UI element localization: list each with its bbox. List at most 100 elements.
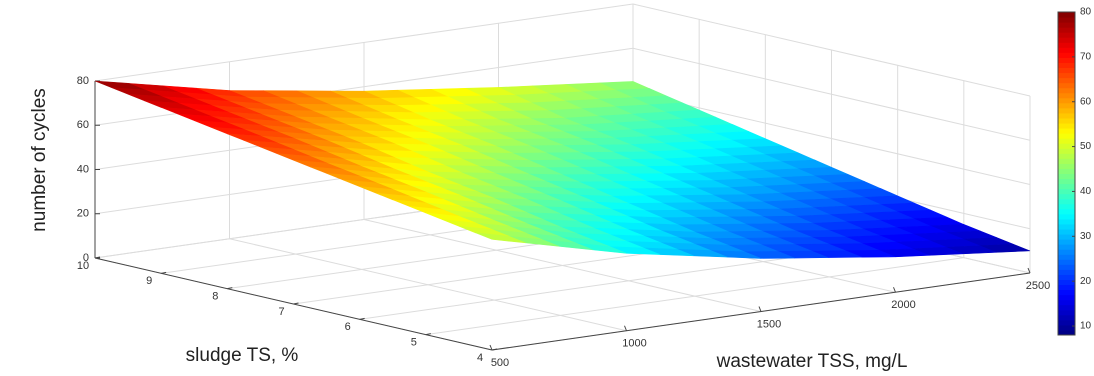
colorbar-cell [1058,97,1075,104]
colorbar-cell [1058,309,1075,316]
colorbar-cell [1058,57,1075,63]
y-tick [293,302,299,305]
y-tick [161,271,167,274]
x-tick [489,344,493,351]
colorbar-cell [1058,62,1075,69]
y-tick-label: 7 [278,306,284,318]
x-axis-title: wastewater TSS, mg/L [716,351,908,372]
colorbar-tick-label: 40 [1080,186,1092,197]
colorbar-cell [1058,299,1075,306]
colorbar-cell [1058,234,1075,240]
colorbar-cell [1058,188,1075,195]
x-tick-label: 1500 [757,318,781,330]
y-tick-label: 8 [212,291,218,303]
colorbar-cell [1058,112,1075,119]
surface-patch [475,232,526,244]
colorbar-cell [1058,107,1075,114]
grid-line [425,257,964,336]
colorbar-cell [1058,148,1075,154]
colorbar-cell [1058,319,1075,326]
colorbar-cell [1058,284,1075,291]
colorbar-cell [1058,87,1075,94]
colorbar-cell [1058,183,1075,190]
colorbar-cell [1058,274,1075,280]
colorbar-cell [1058,294,1075,301]
y-tick-label: 6 [345,321,351,333]
colorbar-cell [1058,163,1075,169]
colorbar-cell [1058,22,1075,28]
colorbar-tick-label: 50 [1080,141,1092,152]
y-axis-title: sludge TS, % [186,345,299,366]
colorbar-cell [1058,239,1075,245]
x-tick [1027,267,1031,274]
z-tick-label: 60 [77,119,89,131]
x-tick [893,287,896,293]
y-tick-label: 5 [411,337,417,349]
z-tick-label: 0 [83,252,89,264]
colorbar-cell [1058,128,1075,134]
colorbar-cell [1058,37,1075,43]
colorbar-cell [1058,218,1075,225]
colorbar-cell [1058,254,1075,260]
z-tick-label: 40 [77,163,89,175]
colorbar-tick-label: 60 [1080,96,1092,107]
colorbar-cell [1058,173,1075,180]
x-tick-label: 2500 [1026,280,1050,292]
colorbar-cell [1058,244,1075,250]
y-tick [491,348,498,351]
colorbar-cell [1058,213,1075,220]
colorbar-cell [1058,178,1075,185]
y-tick [227,287,233,290]
colorbar-cell [1058,279,1075,286]
y-tick-label: 9 [146,275,152,287]
colorbar-cell [1058,158,1075,164]
colorbar-cell [1058,117,1075,124]
colorbar-tick-label: 30 [1080,231,1092,242]
colorbar-cell [1058,208,1075,215]
y-tick [359,317,365,320]
colorbar-cell [1058,264,1075,270]
colorbar-tick-label: 70 [1080,52,1092,63]
colorbar-cell [1058,77,1075,84]
y-tick [425,333,431,336]
colorbar-cell [1058,52,1075,58]
y-tick [94,256,101,259]
colorbar-tick-label: 20 [1080,276,1092,287]
colorbar-cell [1058,304,1075,311]
colorbar-cell [1058,143,1075,149]
colorbar-tick-label: 10 [1080,321,1092,332]
colorbar-cell [1058,138,1075,144]
z-tick-label: 80 [77,75,89,87]
colorbar-cell [1058,324,1075,331]
colorbar-cell [1058,259,1075,265]
colorbar-cell [1058,27,1075,33]
x-tick-label: 500 [491,357,509,369]
colorbar-frame [1057,11,1076,336]
colorbar-cell [1058,47,1075,53]
colorbar-cell [1058,67,1075,74]
colorbar-cell [1058,32,1075,38]
z-tick-label: 20 [77,208,89,220]
colorbar-cell [1058,229,1075,235]
colorbar-cell [1058,193,1075,200]
colorbar-cell [1058,314,1075,321]
colorbar-cell [1058,123,1075,129]
x-tick-label: 1000 [622,338,646,350]
colorbar-cell [1058,203,1075,210]
colorbar-cell [1058,289,1075,296]
x-tick [624,325,627,331]
colorbar-cell [1058,168,1075,174]
colorbar-cell [1058,223,1075,230]
colorbar-cell [1058,42,1075,48]
colorbar-cell [1058,198,1075,205]
colorbar-cell [1058,102,1075,109]
colorbar-cell [1058,269,1075,275]
x-tick-label: 2000 [891,299,915,311]
x-tick [758,306,762,312]
colorbar-cell [1058,82,1075,89]
colorbar-cell [1058,92,1075,99]
colorbar-cell [1058,249,1075,255]
colorbar-tick-label: 80 [1080,7,1092,18]
colorbar-cell [1058,329,1075,336]
